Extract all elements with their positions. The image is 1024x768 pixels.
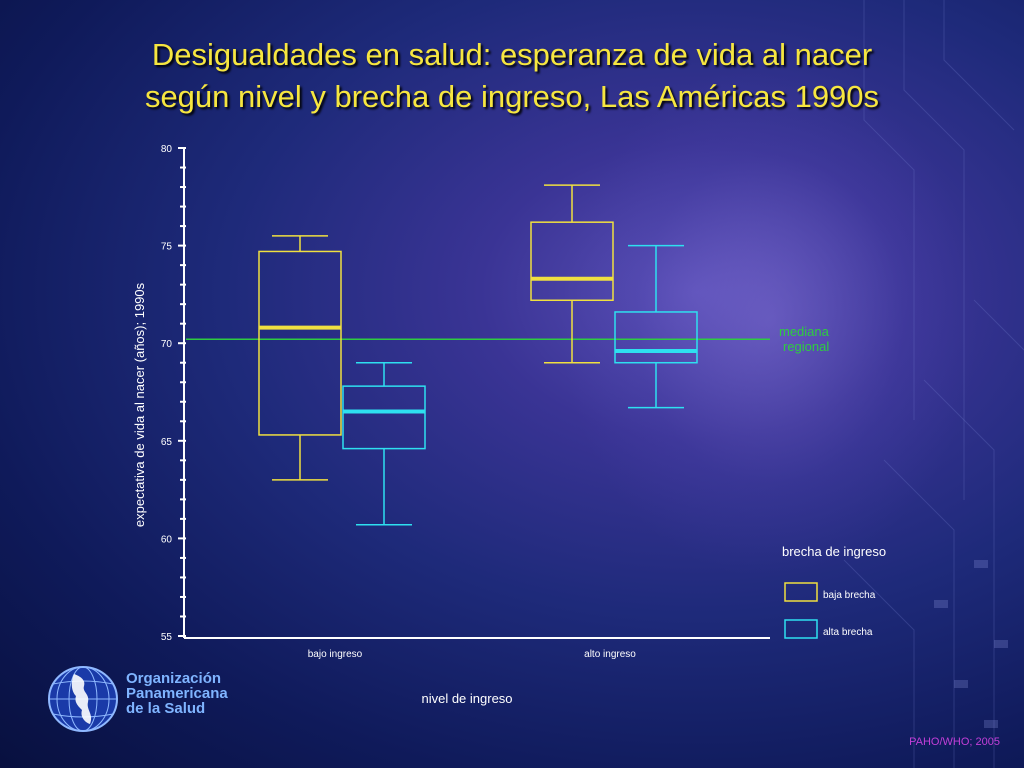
background-glow xyxy=(560,60,980,580)
organization-name-line-2: Panamericana xyxy=(126,685,228,702)
box-baja-brecha-0 xyxy=(258,235,342,481)
legend-swatch-baja-brecha xyxy=(784,582,818,602)
box-alta-brecha-1 xyxy=(614,244,698,409)
y-tick-label: 80 xyxy=(161,144,173,155)
organization-name-line-3: de la Salud xyxy=(126,700,206,717)
organization-name-line-1: Organización xyxy=(126,670,222,687)
y-tick-label: 60 xyxy=(161,534,173,545)
reference-line-label-2: regional xyxy=(783,339,829,354)
chart-axes: 55 60 65 70 75 80 xyxy=(161,144,770,643)
globe-icon xyxy=(48,666,118,732)
slide-title-line-1: Desigualdades en salud: esperanza de vid… xyxy=(151,37,873,72)
box-alta-brecha-0 xyxy=(342,361,426,526)
y-tick-label: 70 xyxy=(161,339,173,350)
legend-swatch-alta-brecha xyxy=(784,619,818,639)
box-iqr xyxy=(342,385,426,450)
x-axis-title: nivel de ingreso xyxy=(421,691,512,706)
circuit-decoration xyxy=(843,0,1024,768)
y-tick-label: 55 xyxy=(161,632,173,643)
y-ticks: 55 60 65 70 75 80 xyxy=(161,144,186,643)
chart-legend: brecha de ingreso baja brecha alta brech… xyxy=(782,544,886,639)
reference-line: mediana regional xyxy=(186,324,830,354)
y-tick-label: 75 xyxy=(161,242,173,253)
y-axis-title: expectativa de vida al nacer (años); 199… xyxy=(132,282,147,527)
reference-line-label-1: mediana xyxy=(779,324,830,339)
slide-title-line-2: según nivel y brecha de ingreso, Las Amé… xyxy=(144,79,880,114)
source-credit: PAHO/WHO; 2005 xyxy=(909,736,1000,748)
box-baja-brecha-1 xyxy=(530,184,614,364)
legend-label-baja-brecha: baja brecha xyxy=(823,590,876,601)
legend-title: brecha de ingreso xyxy=(782,544,886,559)
box-iqr xyxy=(258,250,342,436)
x-tick-label-alto-ingreso: alto ingreso xyxy=(584,649,636,660)
y-tick-label: 65 xyxy=(161,437,173,448)
box-iqr xyxy=(530,221,614,302)
legend-label-alta-brecha: alta brecha xyxy=(823,627,873,638)
organization-name: Organización Panamericana de la Salud xyxy=(126,671,228,716)
boxplot-boxes xyxy=(258,184,698,526)
slide-title: Desigualdades en salud: esperanza de vid… xyxy=(40,34,984,118)
box-iqr xyxy=(614,311,698,364)
x-tick-label-bajo-ingreso: bajo ingreso xyxy=(308,649,363,660)
y-minor-ticks xyxy=(180,166,186,618)
